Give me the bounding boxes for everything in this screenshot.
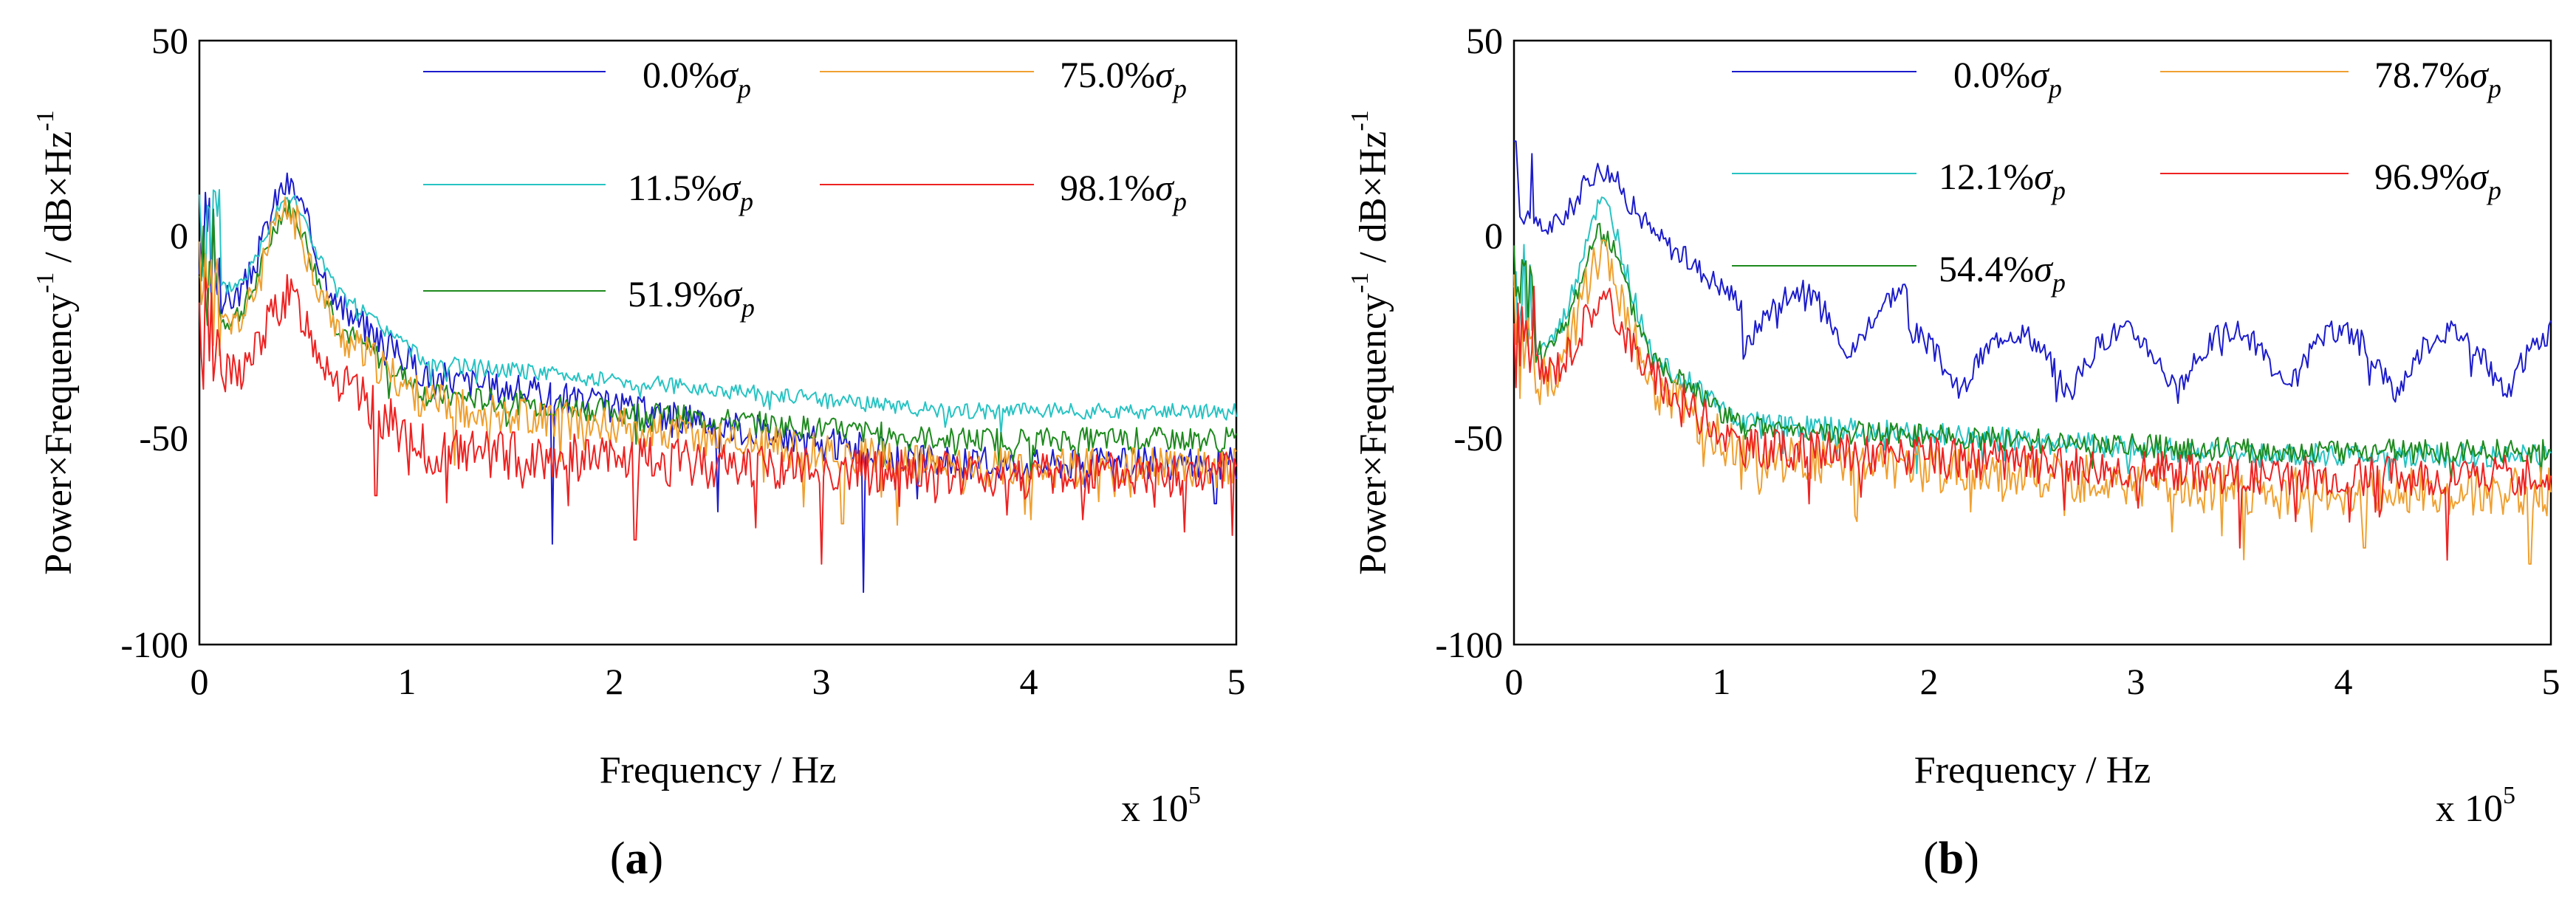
chart-a-ylabel-unit: / dB×Hz xyxy=(38,131,80,272)
legend-label: 54.4% xyxy=(1939,248,2034,289)
legend-entry: 51.9%σp xyxy=(628,273,755,323)
legend-sub: p xyxy=(2050,176,2066,205)
legend-sigma: σ xyxy=(723,273,743,315)
chart-b-ytick: 50 xyxy=(1466,20,1503,61)
legend-entry: 78.7%σp xyxy=(2374,54,2501,103)
chart-b-xtick: 4 xyxy=(2334,661,2353,702)
legend-entry: 11.5%σp xyxy=(628,167,753,216)
chart-b-series-line xyxy=(1513,222,2552,483)
legend-label: 78.7% xyxy=(2374,54,2470,95)
legend-sub: p xyxy=(739,293,755,323)
legend-sigma: σ xyxy=(2030,54,2050,95)
legend-label: 11.5% xyxy=(628,167,722,208)
chart-a-series-group xyxy=(199,172,1237,594)
chart-b-x-multiplier-exp: 5 xyxy=(2503,782,2515,809)
chart-b-series-line xyxy=(1513,140,2552,405)
chart-a-xtick: 0 xyxy=(191,661,209,702)
legend-label: 98.1% xyxy=(1060,167,1155,208)
chart-b-legend: 0.0%σp 12.1%σp 54.4%σp 78.7%σp 96.9%σp xyxy=(1732,54,2501,298)
chart-b-xtick: 2 xyxy=(1920,661,1939,702)
chart-a-xtick: 1 xyxy=(398,661,417,702)
chart-a-ytick: -100 xyxy=(120,624,188,665)
legend-sigma: σ xyxy=(1155,54,1175,95)
chart-a-series-line xyxy=(199,196,1237,526)
legend-sub: p xyxy=(2046,74,2062,103)
chart-b-panel-letter: b xyxy=(1939,834,1964,884)
legend-sigma: σ xyxy=(2034,248,2054,289)
legend-entry: 98.1%σp xyxy=(1060,167,1187,216)
chart-b-panel-label: (b) xyxy=(1923,834,1979,884)
legend-sigma: σ xyxy=(2470,156,2490,197)
chart-a-legend: 0.0%σp 11.5%σp 51.9%σp 75.0%σp 98.1%σp xyxy=(423,54,1187,323)
legend-label: 96.9% xyxy=(2374,156,2470,197)
chart-a-series-line xyxy=(199,189,1237,436)
chart-b-xtick: 0 xyxy=(1505,661,1524,702)
chart-a-series-line xyxy=(199,274,1237,565)
legend-label: 12.1% xyxy=(1939,156,2034,197)
chart-a-ytick: -50 xyxy=(139,417,188,458)
chart-b-ytick: -100 xyxy=(1435,624,1503,665)
legend-entry: 54.4%σp xyxy=(1939,248,2066,298)
chart-a-ylabel-unit-exp: -1 xyxy=(32,110,59,131)
legend-sigma: σ xyxy=(2470,54,2490,95)
chart-a-panel-label: (a) xyxy=(610,834,663,884)
chart-b: 50 0 -50 -100 0 1 2 3 4 5 Frequency / Hz… xyxy=(1346,20,2560,884)
chart-b-ylabel-unit: / dB×Hz xyxy=(1352,131,1394,272)
chart-a: 50 0 -50 -100 0 1 2 3 4 5 Frequency / Hz… xyxy=(32,20,1246,884)
chart-a-xtick: 2 xyxy=(606,661,624,702)
legend-label: 0.0% xyxy=(1953,54,2030,95)
chart-a-x-axis-label: Frequency / Hz xyxy=(600,749,837,791)
chart-b-series-group xyxy=(1513,140,2552,565)
legend-sub: p xyxy=(2486,176,2501,205)
legend-sigma: σ xyxy=(719,54,739,95)
chart-b-ytick: -50 xyxy=(1453,417,1503,458)
chart-b-ytick: 0 xyxy=(1484,215,1503,256)
chart-a-xtick: 4 xyxy=(1020,661,1038,702)
legend-sub: p xyxy=(738,187,753,216)
legend-sub: p xyxy=(736,74,751,103)
chart-a-frame xyxy=(198,39,1238,646)
chart-a-y-axis-label: Power×Frequency-1 / dB×Hz-1 xyxy=(32,110,80,574)
chart-b-frame xyxy=(1513,39,2552,646)
chart-b-ylabel-unit-exp: -1 xyxy=(1346,110,1374,131)
legend-label: 0.0% xyxy=(643,54,719,95)
chart-b-xtick: 3 xyxy=(2127,661,2145,702)
legend-sub: p xyxy=(2050,268,2066,298)
chart-b-x-multiplier-text: x 10 xyxy=(2436,788,2503,830)
chart-b-xtick: 5 xyxy=(2542,661,2560,702)
legend-label: 51.9% xyxy=(628,273,723,315)
chart-b-ylabel-main: Power×Frequency xyxy=(1352,293,1394,575)
chart-a-ytick: 0 xyxy=(170,215,188,256)
chart-a-ytick: 50 xyxy=(151,20,188,61)
chart-a-xtick: 5 xyxy=(1227,661,1246,702)
chart-b-xtick: 1 xyxy=(1713,661,1731,702)
legend-sub: p xyxy=(1171,74,1187,103)
legend-sigma: σ xyxy=(2034,156,2054,197)
chart-b-series-line xyxy=(1513,285,2552,561)
chart-b-ylabel-exp: -1 xyxy=(1346,272,1374,293)
legend-sigma: σ xyxy=(722,167,741,208)
legend-sigma: σ xyxy=(1155,167,1175,208)
chart-a-xtick: 3 xyxy=(812,661,831,702)
chart-b-x-multiplier: x 105 xyxy=(2436,782,2515,830)
chart-b-x-axis-label: Frequency / Hz xyxy=(1914,749,2151,791)
chart-a-series-line xyxy=(199,199,1237,480)
legend-sub: p xyxy=(2486,74,2501,103)
legend-entry: 0.0%σp xyxy=(643,54,751,103)
chart-a-panel-letter: a xyxy=(626,834,648,884)
legend-entry: 0.0%σp xyxy=(1953,54,2062,103)
legend-label: 75.0% xyxy=(1060,54,1155,95)
legend-entry: 96.9%σp xyxy=(2374,156,2501,205)
legend-entry: 75.0%σp xyxy=(1060,54,1187,103)
chart-a-ylabel-main: Power×Frequency xyxy=(38,293,80,575)
chart-a-x-multiplier-exp: 5 xyxy=(1188,782,1201,809)
chart-a-x-multiplier: x 105 xyxy=(1121,782,1201,830)
chart-a-series-line xyxy=(199,172,1237,594)
legend-sub: p xyxy=(1171,187,1187,216)
chart-b-y-axis-label: Power×Frequency-1 / dB×Hz-1 xyxy=(1346,110,1394,574)
legend-entry: 12.1%σp xyxy=(1939,156,2066,205)
chart-a-ylabel-exp: -1 xyxy=(32,272,59,293)
chart-a-x-multiplier-text: x 10 xyxy=(1121,788,1188,830)
